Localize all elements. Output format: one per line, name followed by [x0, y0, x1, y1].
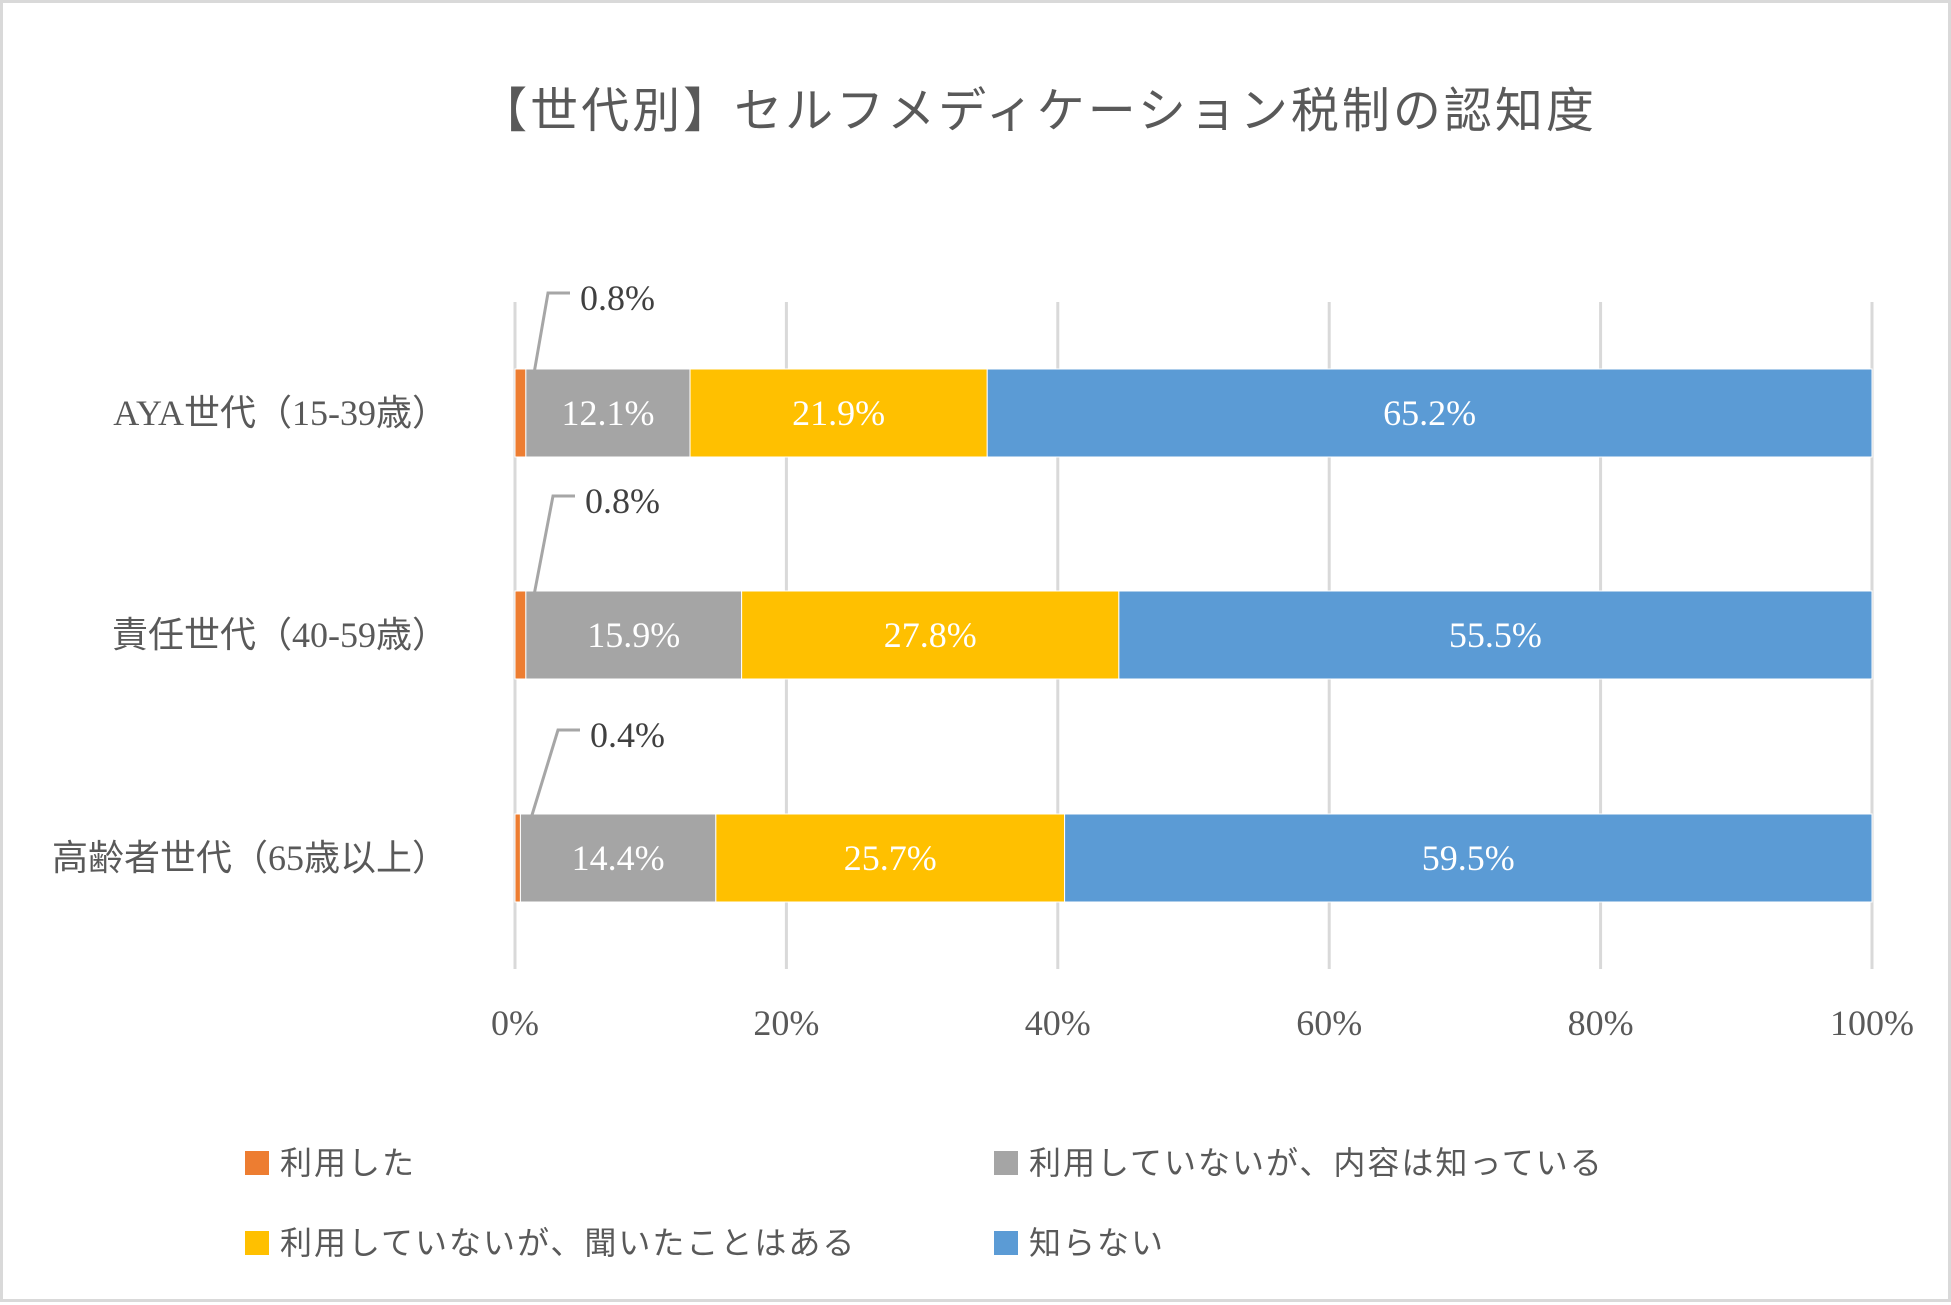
legend-item: 利用していないが、聞いたことはある	[245, 1224, 856, 1262]
data-label: 55.5%	[1449, 615, 1542, 655]
bar-segment	[986, 368, 1873, 458]
bar-segment	[514, 813, 521, 903]
category-label: 責任世代（40-59歳）	[112, 615, 448, 655]
legend-item: 利用していないが、内容は知っている	[994, 1144, 1604, 1182]
legend-item: 知らない	[994, 1224, 1165, 1262]
data-label: 25.7%	[844, 838, 937, 878]
chart: 【世代別】セルフメディケーション税制の認知度 12.1% 21.9% 65.2% 15…	[52, 83, 1914, 1262]
category-label: AYA世代（15-39歳）	[113, 393, 448, 433]
legend-swatch	[994, 1231, 1018, 1255]
bars: 12.1% 21.9% 65.2% 15.9% 27.8% 55.5% 14.4% 25.7%…	[514, 368, 1873, 903]
callouts: 0.8% 0.8% 0.4%	[530, 278, 665, 817]
data-label: 27.8%	[884, 615, 977, 655]
legend-label: 利用した	[280, 1144, 416, 1182]
bar-segment	[514, 590, 527, 680]
x-tick-label: 60%	[1296, 1003, 1362, 1043]
legend-label: 利用していないが、聞いたことはある	[280, 1224, 856, 1262]
category-label: 高齢者世代（65歳以上）	[52, 838, 448, 878]
bar-row: 14.4% 25.7% 59.5%	[514, 813, 1873, 903]
callout-leader-line	[530, 728, 580, 817]
legend-swatch	[245, 1151, 269, 1175]
callout-data-label: 0.8%	[580, 278, 655, 318]
data-label: 21.9%	[792, 393, 885, 433]
callout-leader-line	[532, 494, 575, 594]
x-tick-label: 20%	[753, 1003, 819, 1043]
bar-segment	[1118, 590, 1873, 680]
legend-label: 知らない	[1029, 1224, 1165, 1262]
bar-segment	[715, 813, 1066, 903]
bar-segment	[1064, 813, 1873, 903]
category-axis: AYA世代（15-39歳） 責任世代（40-59歳） 高齢者世代（65歳以上）	[52, 393, 448, 878]
bar-segment	[525, 368, 691, 458]
legend-swatch	[994, 1151, 1018, 1175]
x-tick-label: 100%	[1830, 1003, 1914, 1043]
callout-leader-line	[532, 291, 570, 372]
data-label: 14.4%	[572, 838, 665, 878]
callout-data-label: 0.4%	[590, 715, 665, 755]
value-axis: 0% 20% 40% 60% 80% 100%	[491, 1003, 1914, 1043]
data-label: 15.9%	[587, 615, 680, 655]
x-tick-label: 0%	[491, 1003, 539, 1043]
legend-label: 利用していないが、内容は知っている	[1029, 1144, 1604, 1182]
chart-title: 【世代別】セルフメディケーション税制の認知度	[479, 83, 1597, 139]
callout-data-label: 0.8%	[585, 481, 660, 521]
bar-row: 15.9% 27.8% 55.5%	[514, 590, 1873, 680]
bar-segment	[519, 813, 717, 903]
data-label: 12.1%	[561, 393, 654, 433]
x-tick-label: 80%	[1568, 1003, 1634, 1043]
bar-segment	[514, 368, 527, 458]
bar-row: 12.1% 21.9% 65.2%	[514, 368, 1873, 458]
legend-swatch	[245, 1231, 269, 1255]
x-tick-label: 40%	[1025, 1003, 1091, 1043]
legend-item: 利用した	[245, 1144, 416, 1182]
data-label: 59.5%	[1422, 838, 1515, 878]
bar-segment	[525, 590, 743, 680]
data-label: 65.2%	[1383, 393, 1476, 433]
bar-segment	[741, 590, 1120, 680]
